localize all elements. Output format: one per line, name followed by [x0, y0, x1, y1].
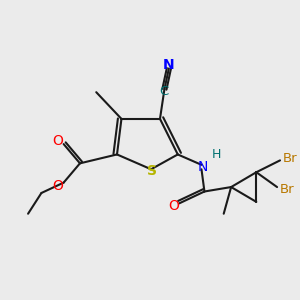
Text: O: O: [52, 178, 63, 193]
Text: O: O: [52, 134, 63, 148]
Text: N: N: [163, 58, 175, 72]
Text: Br: Br: [280, 183, 295, 196]
Text: Br: Br: [283, 152, 298, 164]
Text: O: O: [168, 199, 179, 213]
Text: C: C: [159, 85, 169, 98]
Text: H: H: [212, 148, 222, 161]
Text: S: S: [147, 164, 157, 178]
Text: N: N: [198, 160, 208, 174]
